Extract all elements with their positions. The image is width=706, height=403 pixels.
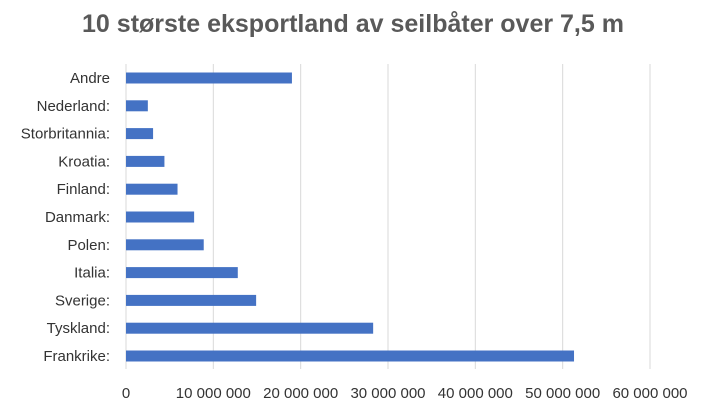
bar	[126, 267, 238, 279]
x-tick-label: 10 000 000	[176, 385, 251, 402]
bars	[126, 72, 575, 362]
bar	[126, 322, 374, 334]
bar	[126, 239, 204, 251]
bar	[126, 72, 292, 84]
category-label: Sverige:	[55, 292, 110, 309]
category-label: Storbritannia:	[21, 126, 110, 143]
category-label: Finland:	[57, 181, 110, 198]
x-tick-label: 20 000 000	[263, 385, 338, 402]
x-tick-label: 50 000 000	[525, 385, 600, 402]
bar	[126, 211, 195, 223]
category-label: Kroatia:	[58, 153, 110, 170]
category-label: Frankrike:	[43, 348, 110, 365]
x-tick-label: 0	[122, 385, 130, 402]
category-label: Danmark:	[45, 209, 110, 226]
bar	[126, 155, 165, 167]
chart-title: 10 største eksportland av seilbåter over…	[82, 10, 624, 38]
bar	[126, 350, 575, 362]
bar	[126, 128, 154, 140]
category-label: Andre	[70, 70, 110, 87]
x-tick-label: 30 000 000	[350, 385, 425, 402]
category-label: Nederland:	[37, 98, 110, 115]
x-tick-label: 40 000 000	[438, 385, 513, 402]
category-label: Tyskland:	[47, 320, 110, 337]
bar	[126, 183, 178, 195]
x-tick-label: 60 000 000	[612, 385, 687, 402]
bar	[126, 294, 257, 306]
category-label: Polen:	[67, 237, 110, 254]
category-labels: Andre Nederland: Storbritannia: Kroatia: Fin…	[21, 70, 110, 365]
bar	[126, 100, 148, 112]
x-tick-labels: 0 10 000 000 20 000 000 30 000 000 40 000 00…	[122, 385, 688, 402]
category-label: Italia:	[74, 265, 110, 282]
gridlines	[125, 64, 651, 369]
